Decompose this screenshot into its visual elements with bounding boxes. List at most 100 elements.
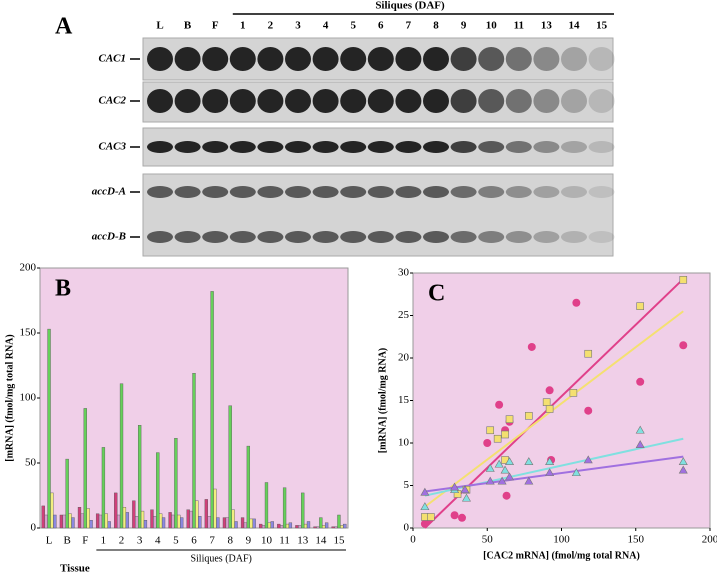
bar: [343, 523, 347, 529]
band: [505, 89, 532, 113]
point: [505, 472, 515, 481]
band: [229, 47, 256, 71]
bar: [125, 512, 129, 529]
x-tick-label: 5: [173, 535, 179, 547]
y-tick-label: 10: [398, 437, 410, 449]
bar: [277, 523, 281, 529]
point: [485, 463, 495, 472]
bar: [331, 526, 335, 529]
fit-line: [424, 455, 684, 493]
point: [524, 476, 534, 485]
bar: [132, 500, 136, 529]
bar: [192, 373, 196, 529]
band: [395, 89, 422, 113]
bar: [264, 482, 269, 529]
bar: [77, 507, 82, 529]
panel-letter: A: [55, 14, 73, 40]
point: [460, 485, 470, 494]
bar: [122, 507, 127, 529]
band: [561, 141, 587, 153]
row-label: CAC1: [98, 53, 126, 65]
band: [340, 231, 367, 243]
band: [423, 186, 449, 198]
point: [584, 349, 593, 358]
band: [505, 47, 532, 71]
point: [545, 405, 554, 413]
bar: [80, 513, 85, 529]
point: [545, 386, 554, 395]
x-tick-label: 50: [482, 534, 494, 546]
point: [524, 457, 534, 466]
bar: [68, 513, 72, 529]
bar: [171, 514, 175, 529]
lane-label: 4: [323, 20, 329, 32]
bar: [153, 516, 157, 529]
x-tick-label: 0: [410, 534, 416, 546]
bar: [246, 445, 251, 529]
x-tick-label: 200: [702, 534, 717, 546]
bar: [267, 522, 272, 529]
bar: [119, 383, 124, 529]
band: [505, 231, 532, 243]
band: [561, 186, 587, 198]
bar: [98, 514, 103, 529]
bar: [259, 523, 263, 529]
bar: [313, 526, 317, 529]
bar: [210, 291, 214, 529]
bar: [231, 509, 235, 529]
band: [174, 186, 201, 198]
band: [147, 231, 173, 243]
bar: [137, 425, 142, 529]
x-axis-label: [CAC2 mRNA] (fmol/mg total RNA): [483, 550, 640, 561]
band: [202, 47, 229, 71]
bar: [280, 525, 284, 529]
bar: [150, 509, 154, 529]
band: [478, 141, 505, 153]
x-tick-label: 13: [297, 535, 309, 547]
bar: [240, 517, 245, 529]
point: [458, 513, 467, 522]
point: [679, 341, 688, 350]
band: [505, 141, 532, 153]
y-tick-label: 150: [20, 327, 37, 339]
point: [635, 425, 645, 434]
x-tick-label: 7: [209, 535, 215, 547]
bar: [334, 526, 338, 529]
lane-group-label: Siliques (DAF): [375, 0, 445, 12]
band: [478, 89, 505, 113]
band: [533, 47, 560, 71]
bar: [116, 514, 121, 529]
point: [493, 434, 502, 443]
band: [533, 141, 560, 153]
band: [202, 89, 229, 113]
band: [202, 231, 229, 243]
point: [545, 457, 555, 466]
point: [584, 406, 593, 415]
y-tick-label: 5: [404, 479, 410, 491]
point: [494, 459, 504, 468]
bar: [303, 523, 308, 529]
fit-line: [424, 310, 684, 508]
point: [542, 398, 551, 407]
band: [174, 231, 201, 243]
point: [450, 511, 459, 520]
point: [678, 457, 688, 466]
band: [505, 186, 532, 198]
point: [527, 342, 536, 351]
bar: [316, 526, 320, 529]
band: [202, 141, 229, 153]
point: [678, 465, 688, 474]
bar: [234, 521, 238, 529]
band: [588, 47, 615, 71]
x-tick-label: 3: [137, 535, 143, 547]
x-tick-label: 6: [191, 535, 197, 547]
band: [533, 89, 560, 113]
bar: [216, 517, 220, 529]
bar: [322, 525, 326, 529]
x-tick-label: 14: [315, 535, 327, 547]
band: [340, 47, 367, 71]
band: [450, 231, 477, 243]
x-tick-label: 8: [227, 535, 233, 547]
bar: [189, 510, 193, 529]
